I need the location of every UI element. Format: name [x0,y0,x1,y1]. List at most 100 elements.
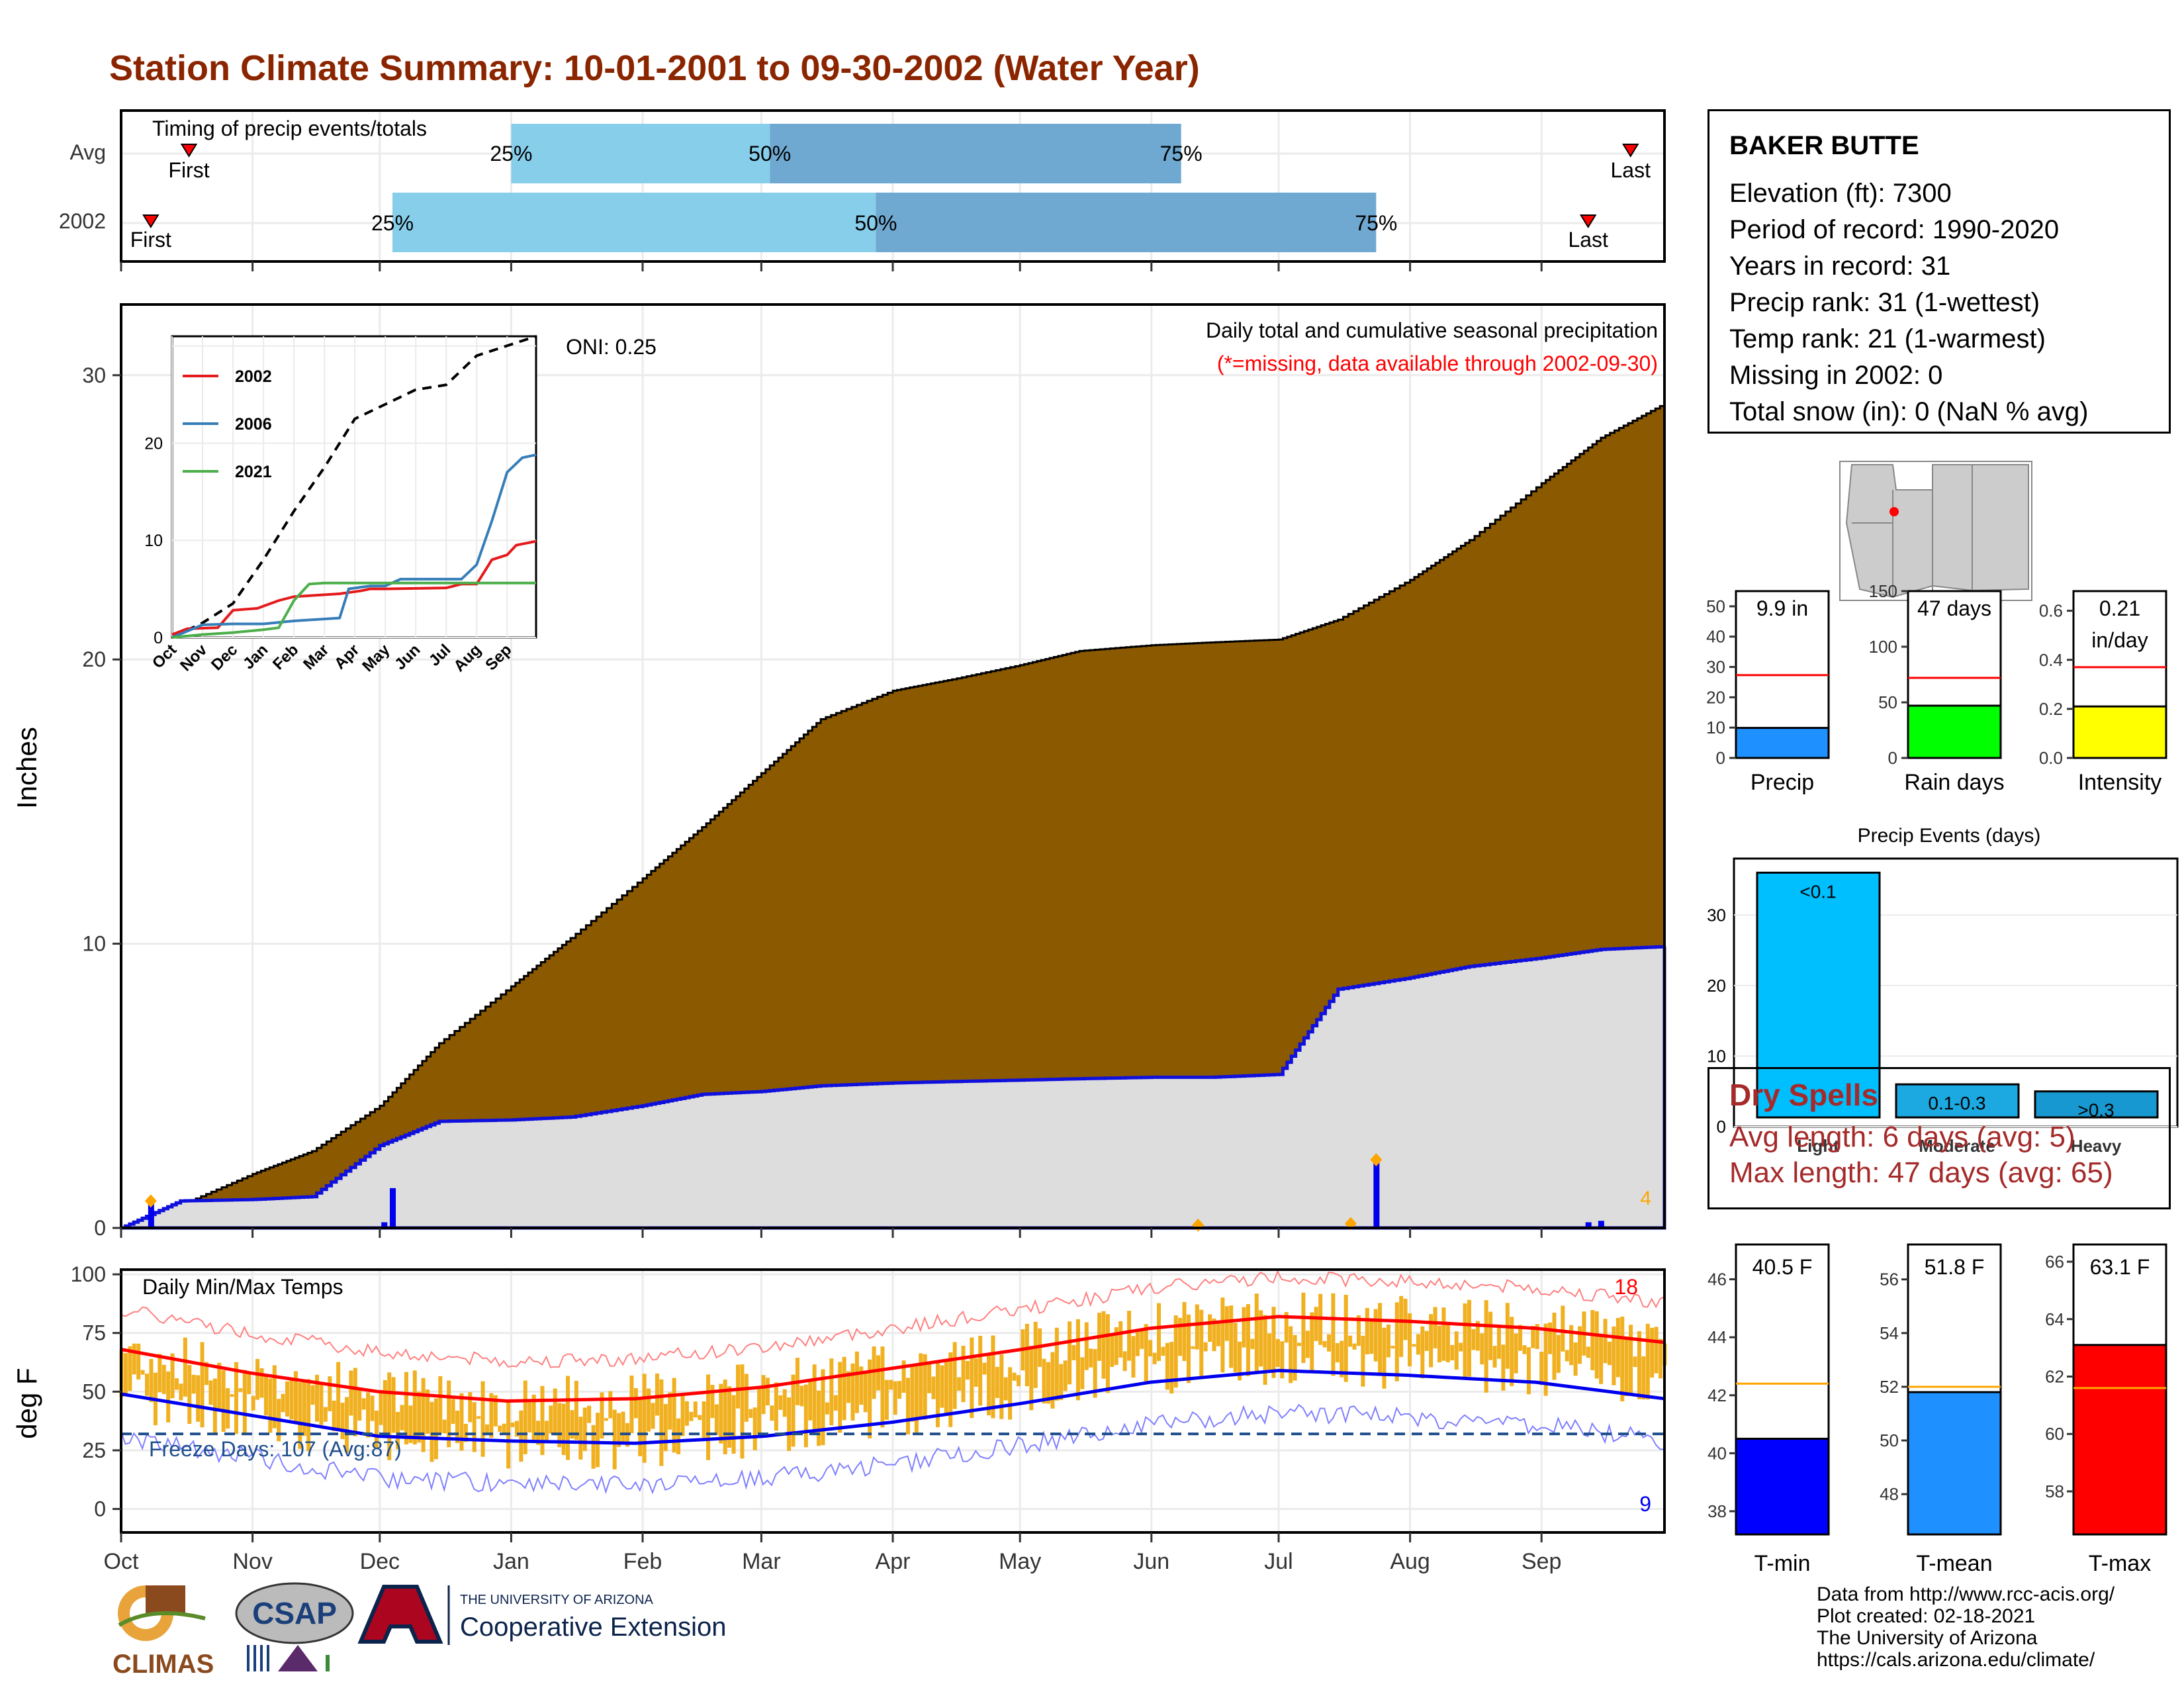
locator-map [1839,461,2032,601]
daily-temp-bar [1488,1311,1493,1360]
daily-temp-bar [319,1383,324,1425]
precip-ytick: 30 [82,363,106,387]
daily-temp-bar [1348,1335,1353,1347]
inset-legend-label: 2021 [235,463,272,481]
daily-temp-bar [948,1352,953,1427]
daily-temp-bar [366,1392,371,1438]
intensity-gauge-ytick: 0.6 [2039,601,2063,621]
daily-temp-bar [905,1378,910,1434]
daily-temp-bar [263,1376,268,1416]
daily-temp-bar [1263,1315,1267,1385]
events-bar [2034,1090,2159,1119]
daily-temp-bar [731,1395,736,1454]
daily-temp-bar [1284,1312,1289,1343]
avg-p50-label: 50% [749,142,791,165]
daily-temp-bar [514,1421,519,1437]
temp-ylabel: deg F [11,1368,42,1438]
daily-temp-bar [1220,1297,1225,1373]
daily-temp-bar [510,1422,515,1427]
daily-temp-bar [412,1370,417,1445]
daily-temp-bar [285,1381,290,1417]
daily-temp-bar [183,1337,187,1397]
temp-ytick: 50 [82,1380,106,1403]
daily-temp-bar [617,1413,621,1447]
daily-temp-bar [995,1366,999,1398]
station-info-box: BAKER BUTTE Elevation (ft): 7300 Period … [1707,109,2171,434]
daily-temp-bar [196,1375,201,1422]
intensity-gauge-value: 0.21 [2099,596,2140,620]
events-ytick: 20 [1707,976,1726,996]
precip-gauge-label: Precip [1751,770,1814,795]
events-xlabel: Moderate [1919,1136,1995,1156]
daily-temp-bar [850,1363,855,1421]
rain-days-gauge-label: Rain days [1904,770,2004,795]
daily-temp-bar [612,1409,617,1470]
daily-temp-bar [1089,1348,1093,1368]
daily-temp-bar [1314,1307,1318,1341]
daily-temp-bar [1603,1319,1608,1364]
daily-temp-bar [1340,1340,1344,1378]
daily-temp-bar [523,1380,527,1454]
daily-temp-bar [531,1394,536,1442]
rain-days-gauge-ytick: 0 [1888,748,1897,768]
daily-temp-bar [1437,1325,1442,1363]
tmin-gauge-label: T-min [1754,1551,1811,1576]
daily-temp-bar [1152,1352,1157,1364]
daily-temp-bar [578,1417,583,1460]
daily-temp-bar [561,1403,566,1455]
daily-temp-bar [854,1351,859,1413]
daily-temp-bar [1510,1317,1514,1386]
avg-last-label: Last [1611,158,1651,182]
daily-temp-bar [1063,1360,1068,1391]
ua-line1: THE UNIVERSITY OF ARIZONA [460,1593,654,1607]
daily-temp-bar [1165,1342,1169,1390]
daily-temp-bar [1420,1326,1425,1379]
timing-row-2002: 2002 [59,209,106,233]
daily-temp-bar [187,1365,192,1425]
daily-temp-bar [1454,1331,1459,1370]
tmax-gauge-ytick: 60 [2045,1424,2064,1444]
daily-temp-bar [817,1390,821,1446]
daily-temp-bar [642,1374,647,1463]
extreme-precip-marker [144,1194,157,1208]
inset-line-2002 [171,539,537,636]
daily-temp-bar [161,1364,166,1394]
tmax-gauge-ytick: 58 [2045,1481,2064,1501]
daily-temp-bar [1361,1335,1365,1387]
daily-temp-bar [919,1353,923,1418]
daily-temp-bar [736,1364,741,1409]
daily-temp-bar [549,1405,553,1434]
tmax-gauge-ytick: 66 [2045,1252,2064,1272]
year-last-marker [1579,214,1597,228]
daily-temp-bar [799,1385,804,1407]
daily-temp-bar [136,1343,141,1380]
events-title: Precip Events (days) [1858,825,2041,847]
daily-temp-bar [608,1391,613,1419]
daily-temp-bar [1412,1344,1416,1347]
daily-temp-bar [1416,1334,1420,1355]
daily-temp-bar [1356,1315,1361,1346]
csap-logo: CSAP [235,1582,354,1671]
daily-temp-bar [493,1395,498,1427]
daily-temp-bar [1012,1372,1017,1381]
daily-temp-bar [553,1388,557,1436]
daily-temp-bar [752,1407,757,1450]
daily-temp-bar [1114,1327,1118,1365]
chart-title: Station Climate Summary: 10-01-2001 to 0… [109,48,1200,88]
station-name: BAKER BUTTE [1729,131,1919,160]
daily-temp-bar [323,1407,328,1422]
daily-temp-bar [1310,1312,1314,1371]
daily-temp-bar [566,1376,570,1460]
station-years: Years in record: 31 [1729,252,1951,281]
timing-title: Timing of precip events/totals [152,117,427,140]
daily-temp-bar [484,1424,489,1434]
tmean-gauge-ytick: 56 [1880,1270,1899,1289]
daily-temp-bar [1480,1333,1484,1365]
daily-temp-bar [226,1388,230,1429]
daily-temp-bar [310,1385,315,1405]
daily-temp-bar [1157,1303,1161,1362]
credit-line-2: Plot created: 02-18-2021 [1817,1605,2036,1627]
tmean-gauge-ytick: 48 [1880,1484,1899,1504]
daily-temp-bar [298,1382,302,1449]
inset-ytick: 0 [154,629,163,647]
